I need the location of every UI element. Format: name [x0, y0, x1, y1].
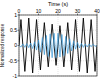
x-tick-label: 30: [75, 8, 81, 14]
y-tick-label: 0: [14, 42, 17, 48]
series-line: [19, 18, 97, 73]
y-axis-label: Normalized response: [0, 23, 5, 67]
x-tick-label: 20: [55, 8, 61, 14]
x-axis-label: Time (s): [48, 1, 68, 7]
y-tick-label: -1: [13, 73, 18, 79]
y-tick-label: 0.5: [10, 27, 17, 33]
x-tick-label: 40: [94, 8, 100, 14]
chart: -1-0.500.51010203040Time (s)Normalized r…: [0, 0, 100, 79]
x-tick-label: 0: [18, 8, 21, 14]
x-tick-label: 10: [36, 8, 42, 14]
y-tick-label: -0.5: [8, 58, 17, 64]
series-line: [19, 33, 97, 57]
plot-lines: [19, 18, 97, 73]
plot-frame: [19, 15, 97, 76]
